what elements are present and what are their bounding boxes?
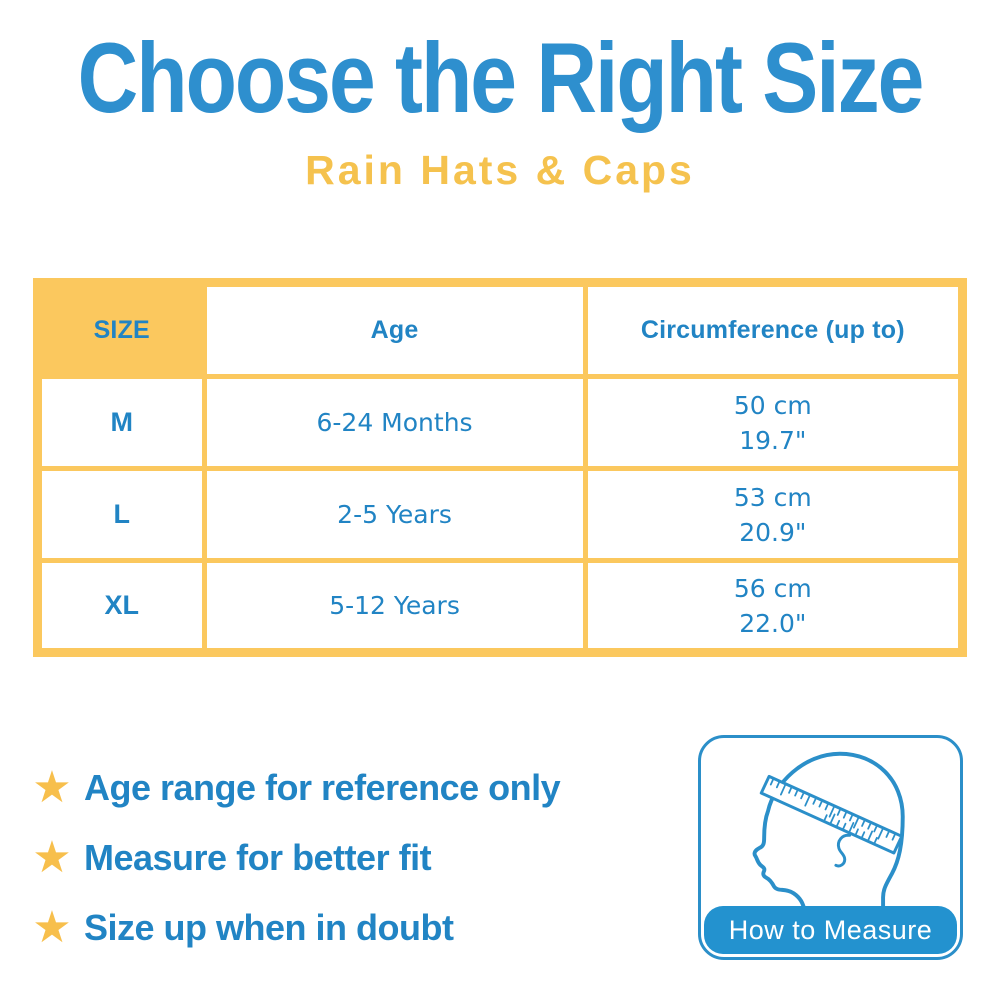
- star-icon: ★: [32, 833, 72, 882]
- circumference-value: 56 cm 22.0": [582, 558, 966, 655]
- notes-list: ★ Age range for reference only ★ Measure…: [28, 753, 560, 963]
- ear-outline: [834, 833, 852, 868]
- head-measuring-tape-illustration: [752, 751, 905, 911]
- star-icon: ★: [32, 763, 72, 812]
- how-to-measure-label: How to Measure: [704, 906, 957, 954]
- circumference-cm: 50 cm: [733, 390, 812, 420]
- column-header-size: SIZE: [35, 280, 207, 379]
- list-item: ★ Measure for better fit: [28, 823, 560, 893]
- star-icon: ★: [32, 903, 72, 952]
- list-item: ★ Size up when in doubt: [28, 893, 560, 963]
- circumference-cm: 56 cm: [733, 573, 812, 603]
- column-header-circumference: Circumference (up to): [582, 280, 966, 379]
- table-row-xl: XL 5-12 Years 56 cm 22.0": [35, 558, 966, 655]
- age-value: 5-12 Years: [201, 558, 588, 655]
- circumference-cm: 53 cm: [733, 482, 812, 512]
- page-subtitle: Rain Hats & Caps: [305, 147, 695, 193]
- table-row-m: M 6-24 Months 50 cm 19.7": [35, 374, 966, 471]
- age-value: 6-24 Months: [201, 374, 588, 471]
- list-item: ★ Age range for reference only: [28, 753, 560, 823]
- note-text: Size up when in doubt: [84, 907, 454, 948]
- column-header-age: Age: [201, 280, 588, 379]
- size-value: M: [35, 374, 207, 471]
- measuring-tape: [759, 774, 904, 855]
- note-text: Age range for reference only: [84, 767, 561, 808]
- size-table: SIZE Age Circumference (up to) M 6-24 Mo…: [33, 278, 967, 657]
- circumference-value: 50 cm 19.7": [582, 374, 966, 471]
- page-title: Choose the Right Size: [77, 22, 925, 134]
- circumference-inches: 19.7": [739, 425, 807, 455]
- size-value: L: [35, 466, 207, 563]
- note-text: Measure for better fit: [84, 837, 432, 878]
- tape-tick-marks: [769, 777, 897, 845]
- table-row-l: L 2-5 Years 53 cm 20.9": [35, 466, 966, 563]
- circumference-inches: 20.9": [739, 517, 807, 547]
- circumference-inches: 22.0": [739, 608, 807, 638]
- circumference-value: 53 cm 20.9": [582, 466, 966, 563]
- how-to-measure-card: How to Measure: [698, 735, 963, 960]
- size-value: XL: [35, 558, 207, 655]
- age-value: 2-5 Years: [201, 466, 588, 563]
- size-table-header-row: SIZE Age Circumference (up to): [35, 280, 966, 379]
